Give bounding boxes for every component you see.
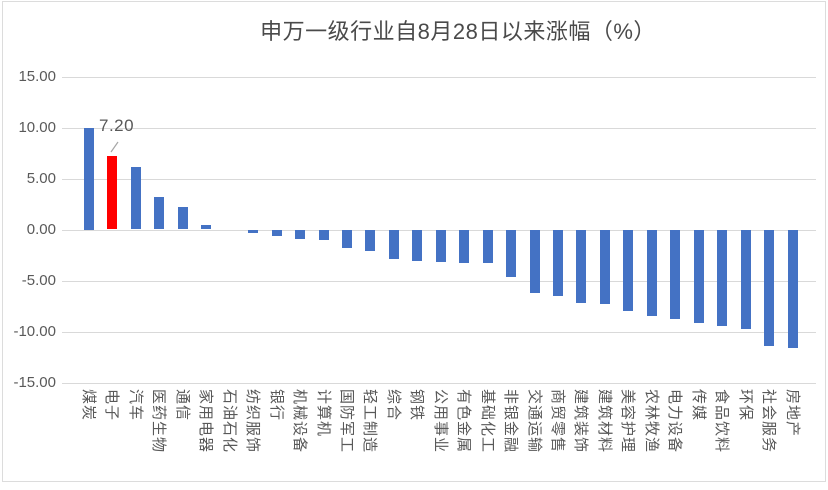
bar-9 bbox=[295, 229, 306, 239]
y-axis-tick-label: -15.00 bbox=[13, 373, 56, 391]
x-axis-category-label: 商贸零售 bbox=[549, 389, 566, 454]
x-axis-category-label: 基础化工 bbox=[478, 389, 496, 454]
x-axis-category-label: 非银金融 bbox=[502, 389, 520, 454]
bar-19 bbox=[529, 229, 540, 293]
x-axis-category-label: 电力设备 bbox=[666, 389, 684, 454]
bar-17 bbox=[482, 229, 493, 264]
x-axis-category-label: 建筑装饰 bbox=[572, 389, 590, 454]
gridline bbox=[62, 127, 816, 129]
bar-11 bbox=[341, 229, 352, 248]
y-axis-tick-label: -5.00 bbox=[21, 271, 56, 289]
chart-border bbox=[2, 1, 826, 482]
bar-21 bbox=[576, 229, 587, 303]
bar-5 bbox=[201, 225, 212, 230]
y-axis-tick-label: 10.00 bbox=[18, 118, 56, 136]
y-axis-tick-label: 0.00 bbox=[26, 220, 56, 238]
y-axis-tick-label: -10.00 bbox=[13, 322, 56, 340]
bar-22 bbox=[599, 229, 610, 304]
gridline bbox=[62, 280, 816, 282]
bar-8 bbox=[271, 229, 282, 236]
bar-18 bbox=[506, 229, 517, 278]
bar-2 bbox=[130, 167, 141, 230]
x-axis-category-label: 国防军工 bbox=[337, 389, 355, 454]
x-axis-category-label: 建筑材料 bbox=[595, 389, 613, 454]
x-axis-category-label: 轻工制造 bbox=[361, 389, 379, 454]
x-axis-category-label: 计算机 bbox=[314, 389, 332, 438]
bar-4 bbox=[177, 207, 188, 230]
bar-12 bbox=[365, 229, 376, 251]
x-axis-category-label: 钢铁 bbox=[408, 389, 426, 422]
bar-14 bbox=[412, 229, 423, 262]
x-axis-category-label: 石油石化 bbox=[220, 389, 238, 454]
x-axis-category-label: 社会服务 bbox=[760, 389, 778, 454]
x-axis-category-label: 有色金属 bbox=[455, 389, 473, 454]
bar-28 bbox=[740, 229, 751, 330]
gridline bbox=[62, 178, 816, 180]
x-axis-category-label: 通信 bbox=[173, 389, 191, 422]
x-axis-category-label: 农林牧渔 bbox=[642, 389, 660, 454]
x-axis-category-label: 机械设备 bbox=[291, 389, 309, 454]
bar-20 bbox=[553, 229, 563, 296]
bar-30 bbox=[787, 229, 798, 348]
chart-title: 申万一级行业自8月28日以来涨幅（%） bbox=[260, 19, 656, 44]
bar-26 bbox=[693, 229, 704, 324]
x-axis-category-label: 美容护理 bbox=[619, 389, 637, 454]
gridline bbox=[62, 76, 816, 78]
gridline bbox=[62, 382, 816, 384]
y-axis-tick-label: 15.00 bbox=[18, 67, 56, 85]
x-axis-category-label: 传媒 bbox=[689, 389, 707, 422]
x-axis-category-label: 房地产 bbox=[783, 389, 801, 438]
data-label-electronics: 7.20 bbox=[99, 116, 135, 135]
bar-7 bbox=[248, 229, 259, 233]
bar-10 bbox=[318, 229, 329, 240]
x-axis-category-label: 交通运输 bbox=[525, 389, 543, 454]
x-axis-category-label: 银行 bbox=[267, 389, 285, 422]
bar-3 bbox=[154, 196, 165, 230]
bar-1 bbox=[107, 156, 118, 230]
gridline bbox=[62, 331, 816, 333]
x-axis-category-label: 煤炭 bbox=[80, 389, 97, 422]
y-axis-tick-label: 5.00 bbox=[26, 169, 56, 187]
x-axis-category-label: 纺织服饰 bbox=[244, 389, 262, 454]
x-axis-category-label: 医药生物 bbox=[150, 389, 168, 454]
bar-15 bbox=[435, 229, 446, 263]
x-axis-category-label: 公用事业 bbox=[431, 389, 449, 454]
bar-13 bbox=[388, 229, 399, 260]
bar-0 bbox=[84, 127, 94, 230]
x-axis-category-label: 综合 bbox=[384, 389, 402, 422]
x-axis-category-label: 汽车 bbox=[126, 389, 144, 422]
x-axis-category-label: 环保 bbox=[736, 389, 754, 422]
bar-25 bbox=[670, 229, 681, 320]
bar-24 bbox=[646, 229, 657, 317]
x-axis-category-label: 家用电器 bbox=[197, 389, 215, 454]
bar-16 bbox=[459, 229, 470, 264]
bar-29 bbox=[764, 229, 775, 346]
bar-27 bbox=[717, 229, 728, 327]
x-axis-category-label: 食品饮料 bbox=[713, 389, 731, 454]
x-axis-category-label: 电子 bbox=[103, 389, 121, 422]
bar-23 bbox=[623, 229, 634, 312]
